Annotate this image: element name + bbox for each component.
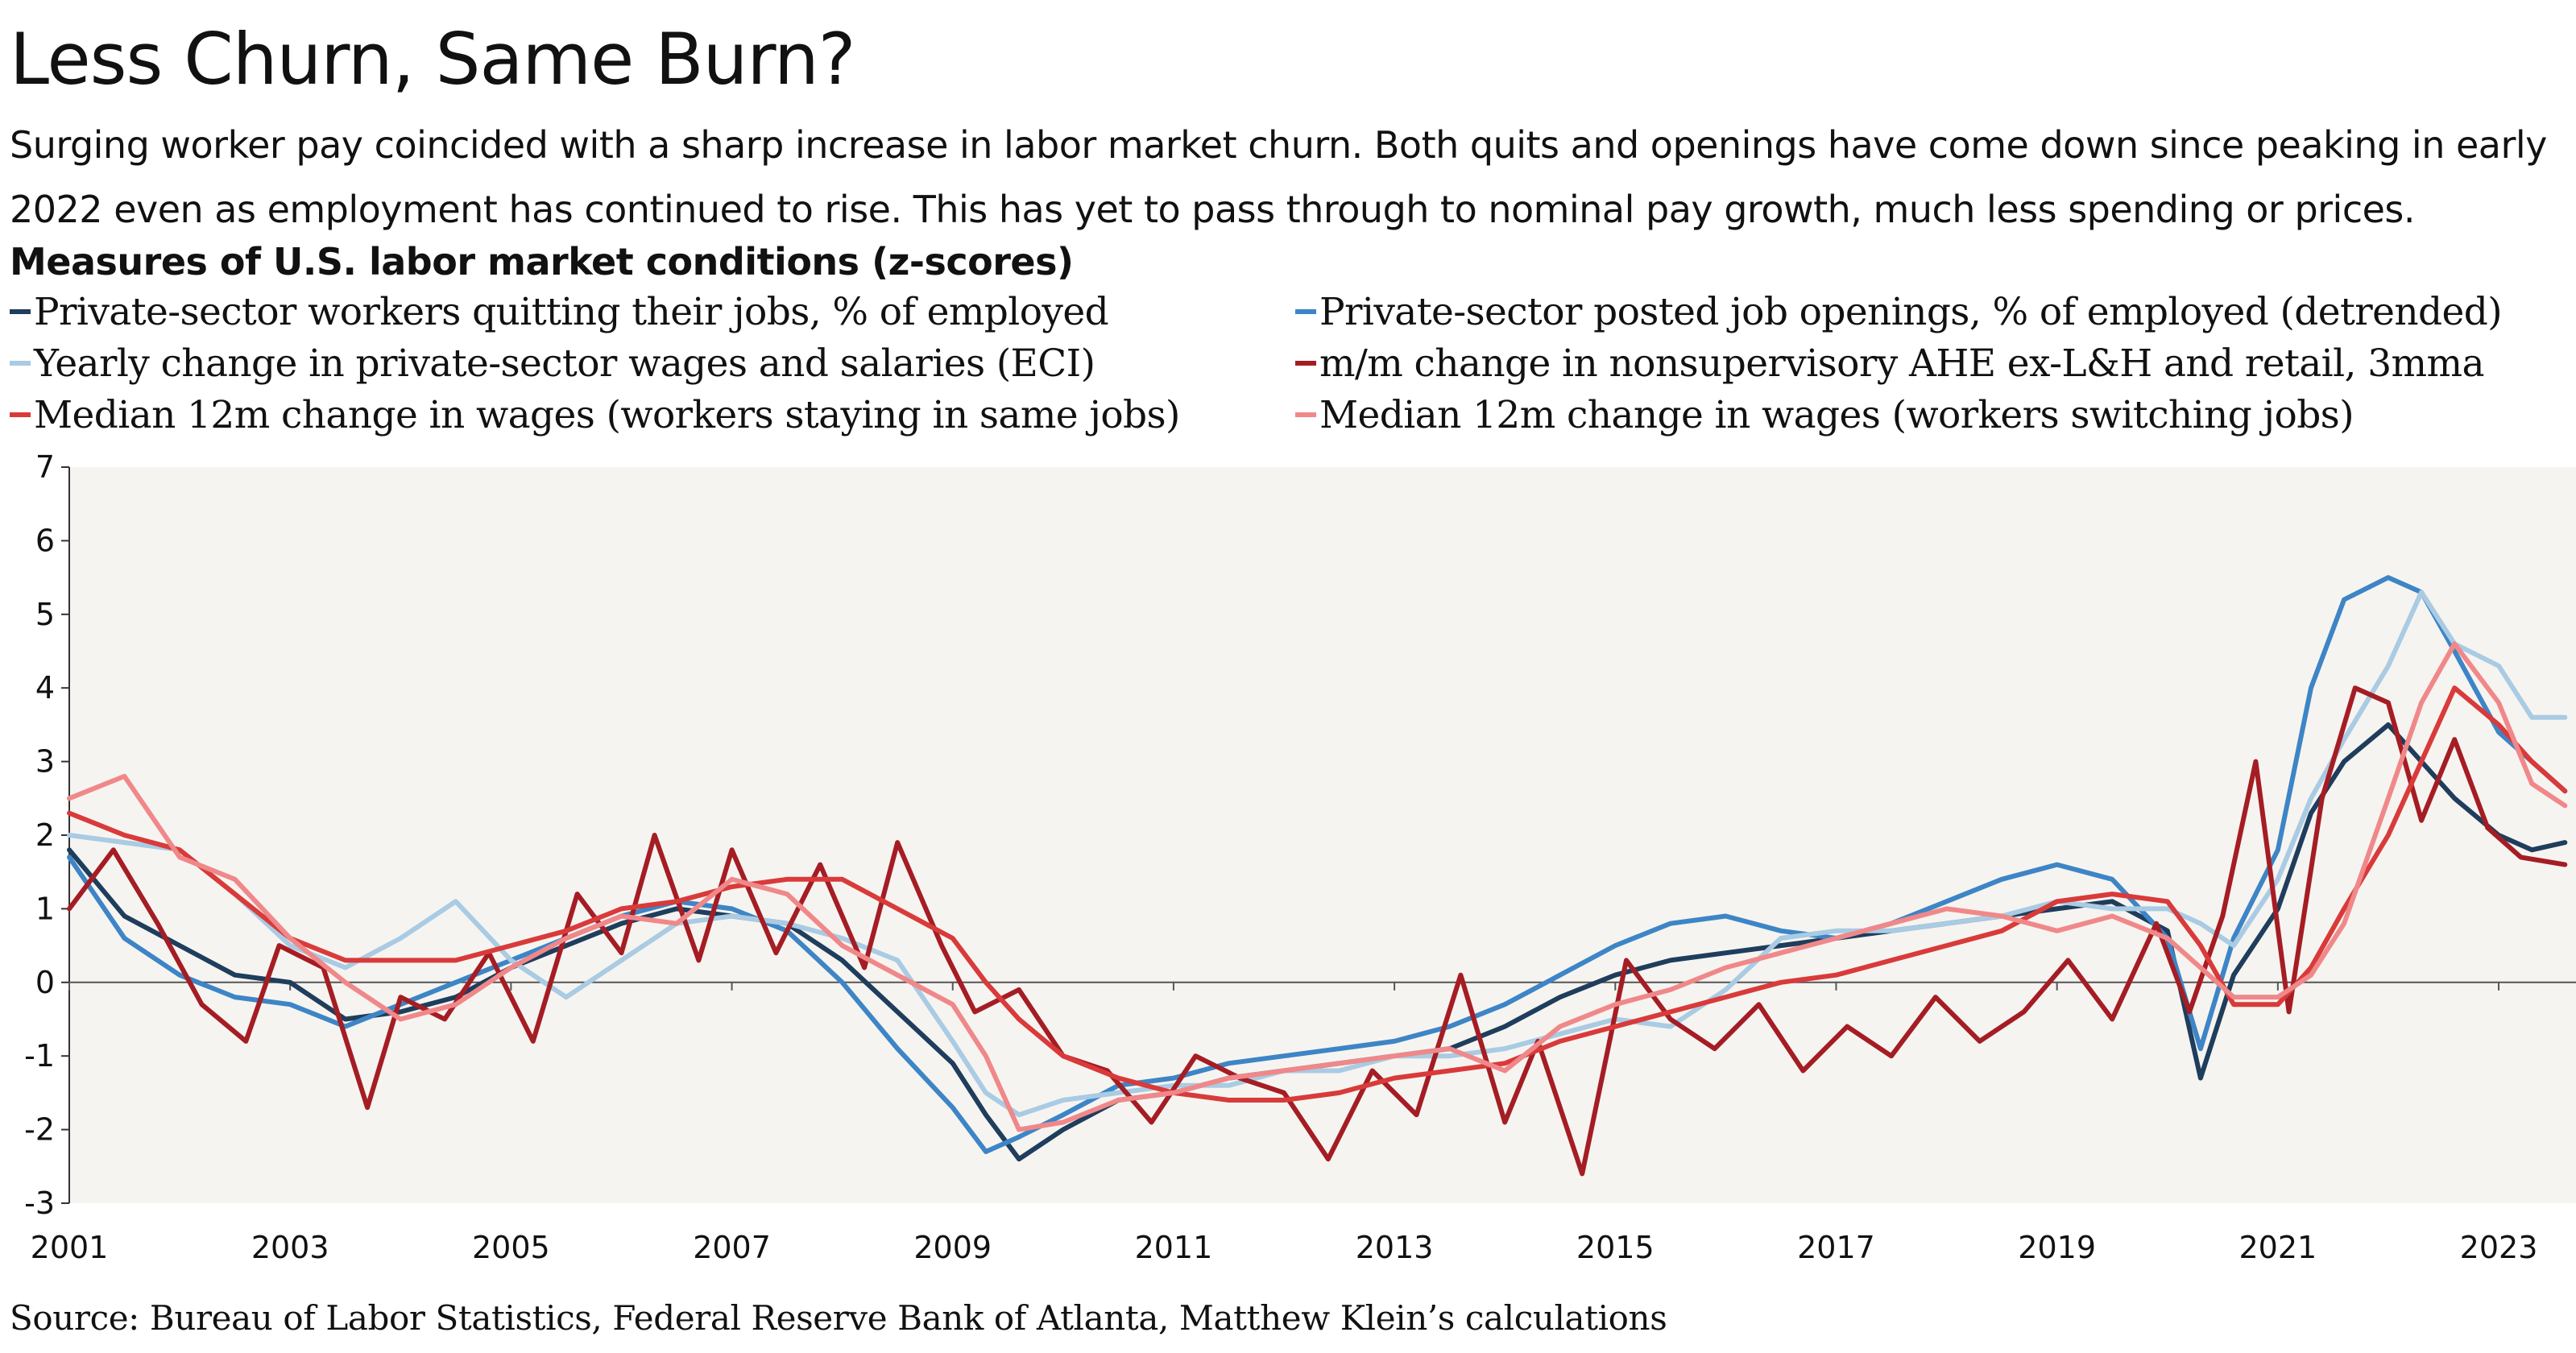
legend-swatch — [1295, 361, 1316, 366]
series-line-5 — [67, 641, 2568, 1132]
legend-item-eci[interactable]: Yearly change in private-sector wages an… — [10, 338, 1095, 390]
legend-item-quits[interactable]: Private-sector workers quitting their jo… — [10, 287, 1109, 338]
x-tick-label: 2021 — [2238, 1230, 2317, 1265]
x-tick-label: 2013 — [1356, 1230, 1434, 1265]
x-tick-label: 2007 — [693, 1230, 771, 1265]
y-tick-label: -3 — [24, 1185, 55, 1221]
series-layer — [67, 575, 2576, 1177]
legend-item-switchers[interactable]: Median 12m change in wages (workers swit… — [1295, 390, 2354, 441]
x-tick-label: 2015 — [1576, 1230, 1655, 1265]
x-tick-label: 2003 — [251, 1230, 329, 1265]
x-tick-label: 2023 — [2460, 1230, 2538, 1265]
y-tick-label: 2 — [35, 817, 55, 853]
y-tick-label: 1 — [35, 891, 55, 926]
y-tick-label: 0 — [35, 965, 55, 1000]
legend-label: Yearly change in private-sector wages an… — [34, 341, 1095, 386]
x-tick-label: 2011 — [1135, 1230, 1213, 1265]
series-line-4 — [67, 685, 2568, 1103]
y-tick-label: 4 — [35, 670, 55, 705]
y-tick-label: -2 — [24, 1112, 55, 1148]
legend-swatch — [1295, 412, 1316, 417]
y-tick-label: 5 — [35, 597, 55, 632]
legend-swatch — [10, 412, 31, 417]
x-tick-label: 2017 — [1797, 1230, 1875, 1265]
y-tick-label: 7 — [35, 451, 55, 485]
chart-title: Measures of U.S. labor market conditions… — [10, 240, 1074, 283]
x-tick-label: 2001 — [31, 1230, 109, 1265]
series-line-1 — [67, 575, 2568, 1154]
legend-label: Private-sector workers quitting their jo… — [34, 290, 1109, 334]
legend: Private-sector workers quitting their jo… — [10, 287, 2571, 448]
legend-item-ahe[interactable]: m/m change in nonsupervisory AHE ex-L&H … — [1295, 338, 2484, 390]
legend-label: Median 12m change in wages (workers swit… — [1319, 393, 2354, 437]
legend-swatch — [10, 309, 31, 314]
chart-subtitle: Surging worker pay coincided with a shar… — [10, 123, 2547, 231]
y-tick-label: 3 — [35, 744, 55, 780]
x-tick-label: 2019 — [2018, 1230, 2096, 1265]
y-axis: 7 6 5 4 3 2 1 0 -1 -2 -3 — [24, 451, 70, 1221]
legend-swatch — [10, 361, 31, 366]
y-tick-label: -1 — [24, 1038, 55, 1074]
x-axis: 2001 2003 2005 2007 2009 2011 2013 2015 2017 2019… — [31, 982, 2538, 1265]
legend-item-stayers[interactable]: Median 12m change in wages (workers stay… — [10, 390, 1180, 441]
legend-item-openings[interactable]: Private-sector posted job openings, % of… — [1295, 287, 2503, 338]
x-tick-label: 2009 — [913, 1230, 992, 1265]
legend-swatch — [1295, 309, 1316, 314]
series-line-3 — [67, 685, 2568, 1177]
legend-label: Median 12m change in wages (workers stay… — [34, 393, 1180, 437]
legend-label: m/m change in nonsupervisory AHE ex-L&H … — [1319, 341, 2484, 386]
page-title: Less Churn, Same Burn? — [10, 18, 856, 101]
plot-background — [69, 467, 2576, 1203]
legend-label: Private-sector posted job openings, % of… — [1319, 290, 2503, 334]
y-tick-label: 6 — [35, 523, 55, 558]
x-tick-label: 2005 — [472, 1230, 550, 1265]
source-note: Source: Bureau of Labor Statistics, Fede… — [10, 1298, 1667, 1338]
